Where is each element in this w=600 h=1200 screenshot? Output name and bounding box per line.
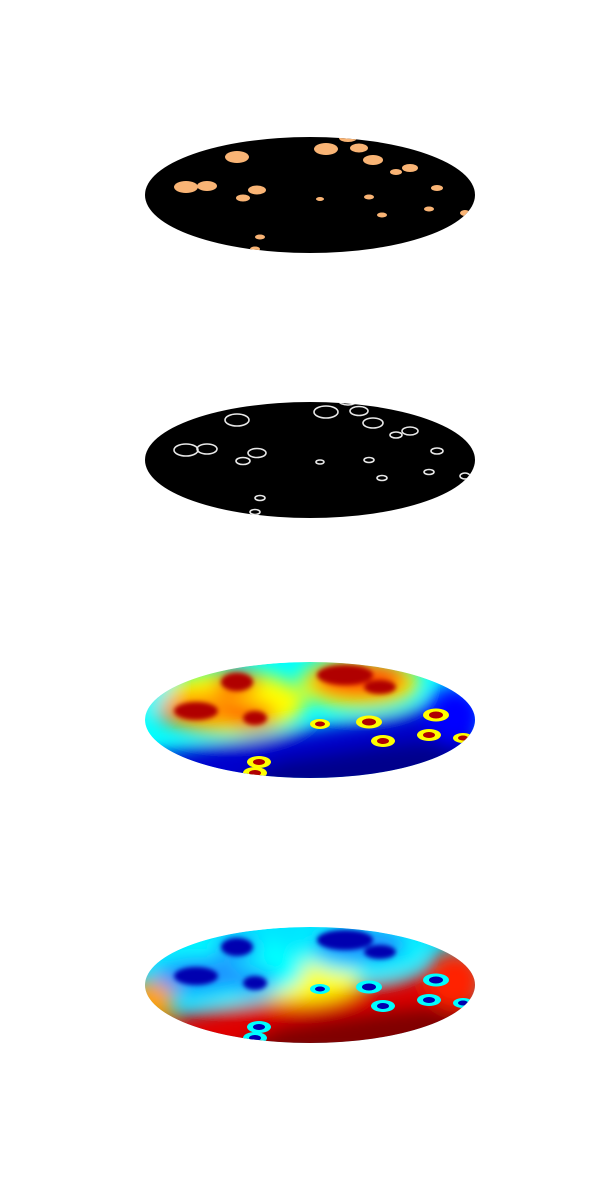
blob — [197, 181, 217, 191]
outline — [313, 405, 339, 419]
outline — [376, 474, 388, 482]
blob — [316, 197, 324, 201]
blob — [174, 181, 198, 193]
outline — [423, 468, 435, 476]
blob — [377, 212, 387, 218]
blob — [314, 143, 338, 155]
blob — [225, 151, 249, 163]
contour-edges-figure — [145, 402, 475, 518]
blob — [424, 206, 434, 212]
particle-blobs — [174, 137, 470, 252]
blob — [431, 185, 443, 191]
contour-edges-panel — [0, 385, 600, 535]
outline — [430, 447, 444, 455]
outline — [315, 459, 325, 465]
outline — [349, 405, 369, 417]
outline — [401, 426, 419, 436]
distance-field — [145, 662, 475, 778]
blob — [402, 164, 418, 172]
inverted-distance-map-figure — [145, 927, 475, 1043]
distance-map-figure — [145, 662, 475, 778]
outline — [235, 456, 251, 466]
outline — [247, 447, 267, 459]
blob — [248, 185, 266, 195]
binary-mask-panel — [0, 120, 600, 270]
outline — [249, 508, 261, 516]
inverted-distance-field — [145, 927, 475, 1043]
outline — [196, 443, 218, 455]
binary-mask-figure — [145, 137, 475, 253]
distance-map-panel — [0, 645, 600, 795]
blob — [236, 194, 250, 202]
blob — [255, 234, 265, 240]
blob — [390, 169, 402, 175]
disk-background — [145, 402, 475, 518]
particle-outlines — [173, 402, 471, 516]
outline — [224, 413, 250, 427]
blob — [460, 210, 470, 216]
outline — [389, 431, 403, 439]
inverted-distance-map-panel — [0, 910, 600, 1060]
outline — [363, 456, 375, 464]
blob — [363, 155, 383, 165]
outline — [338, 402, 358, 406]
outline — [254, 494, 266, 502]
blob — [339, 137, 357, 142]
blob — [350, 143, 368, 153]
blob — [250, 246, 260, 252]
disk-background — [145, 137, 475, 253]
blob — [364, 194, 374, 200]
outline — [362, 417, 384, 429]
small-particles — [243, 973, 473, 1043]
